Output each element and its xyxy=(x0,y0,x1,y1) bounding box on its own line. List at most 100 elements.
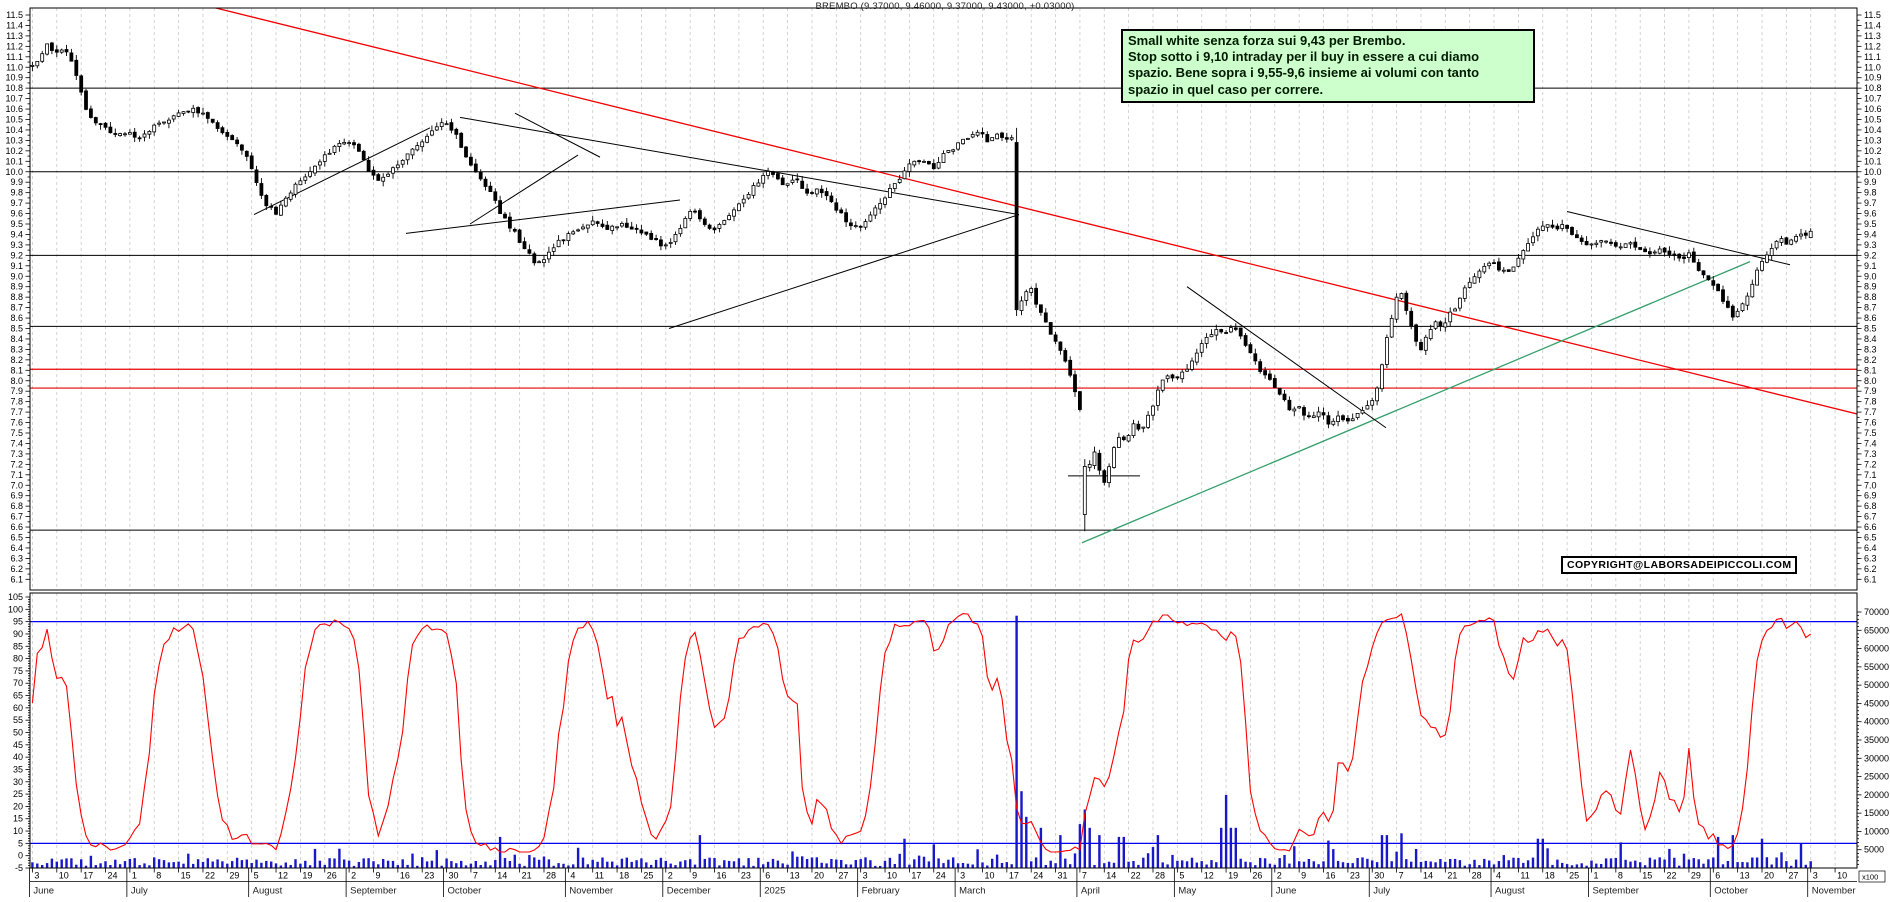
svg-text:8: 8 xyxy=(1618,871,1623,881)
svg-text:8.6: 8.6 xyxy=(10,313,23,323)
svg-text:9.1: 9.1 xyxy=(10,261,23,271)
svg-text:8.8: 8.8 xyxy=(10,292,23,302)
svg-text:6.7: 6.7 xyxy=(1864,512,1877,522)
svg-text:9.8: 9.8 xyxy=(1864,188,1877,198)
svg-text:40: 40 xyxy=(13,752,23,762)
svg-text:9.1: 9.1 xyxy=(1864,261,1877,271)
price-axis-left: 11.511.411.311.211.111.010.910.810.710.6… xyxy=(5,10,30,584)
svg-text:7.8: 7.8 xyxy=(1864,397,1877,407)
svg-text:10.3: 10.3 xyxy=(1864,135,1882,145)
svg-text:20000: 20000 xyxy=(1864,790,1889,800)
svg-text:6: 6 xyxy=(765,871,770,881)
svg-text:21: 21 xyxy=(1447,871,1457,881)
svg-text:22: 22 xyxy=(1131,871,1141,881)
svg-text:50000: 50000 xyxy=(1864,680,1889,690)
svg-text:90: 90 xyxy=(13,629,23,639)
svg-text:30000: 30000 xyxy=(1864,753,1889,763)
price-axis-right: 11.511.411.311.211.111.010.910.810.710.6… xyxy=(1857,10,1882,584)
svg-text:6.2: 6.2 xyxy=(1864,564,1877,574)
svg-text:1: 1 xyxy=(132,871,137,881)
svg-text:1: 1 xyxy=(1593,871,1598,881)
svg-text:9.5: 9.5 xyxy=(1864,219,1877,229)
svg-text:14: 14 xyxy=(1423,871,1433,881)
svg-text:10.8: 10.8 xyxy=(5,83,23,93)
svg-text:7.9: 7.9 xyxy=(1864,386,1877,396)
svg-text:9.4: 9.4 xyxy=(1864,229,1877,239)
svg-text:20: 20 xyxy=(13,801,23,811)
svg-text:11: 11 xyxy=(1520,871,1529,881)
svg-text:60: 60 xyxy=(13,703,23,713)
svg-text:10: 10 xyxy=(1837,871,1847,881)
svg-text:6.9: 6.9 xyxy=(10,491,23,501)
svg-text:6.6: 6.6 xyxy=(10,522,23,532)
weekly-gridlines xyxy=(32,8,1836,868)
svg-text:June: June xyxy=(33,886,54,897)
svg-text:8.0: 8.0 xyxy=(10,376,23,386)
svg-text:6.2: 6.2 xyxy=(10,564,23,574)
svg-text:11.0: 11.0 xyxy=(1864,62,1881,72)
svg-text:14: 14 xyxy=(497,871,507,881)
svg-text:8.1: 8.1 xyxy=(1864,365,1877,375)
svg-text:45: 45 xyxy=(13,740,23,750)
svg-text:8.7: 8.7 xyxy=(1864,303,1877,313)
svg-text:August: August xyxy=(1495,886,1525,897)
svg-text:25000: 25000 xyxy=(1864,772,1889,782)
svg-text:9.6: 9.6 xyxy=(10,209,23,219)
svg-text:11.4: 11.4 xyxy=(6,20,23,30)
svg-text:15000: 15000 xyxy=(1864,808,1889,818)
svg-text:7.0: 7.0 xyxy=(10,480,23,490)
svg-text:16: 16 xyxy=(717,871,727,881)
svg-text:7: 7 xyxy=(1082,871,1087,881)
svg-text:10.0: 10.0 xyxy=(5,167,23,177)
svg-text:2: 2 xyxy=(351,871,356,881)
svg-text:65000: 65000 xyxy=(1864,625,1889,635)
volume-layer xyxy=(31,615,1812,868)
svg-text:9.7: 9.7 xyxy=(1864,198,1877,208)
annotation-line: spazio. Bene sopra i 9,55-9,6 insieme ai… xyxy=(1128,65,1480,81)
svg-text:60000: 60000 xyxy=(1864,644,1889,654)
svg-text:95: 95 xyxy=(13,617,23,627)
svg-text:7.8: 7.8 xyxy=(10,397,23,407)
svg-text:80: 80 xyxy=(13,654,23,664)
svg-text:September: September xyxy=(1592,886,1638,897)
svg-text:October: October xyxy=(448,886,482,897)
svg-text:55: 55 xyxy=(13,715,23,725)
svg-text:28: 28 xyxy=(546,871,556,881)
svg-text:7.2: 7.2 xyxy=(10,459,23,469)
svg-text:8.5: 8.5 xyxy=(10,324,23,334)
svg-text:7: 7 xyxy=(473,871,478,881)
svg-text:25: 25 xyxy=(643,871,653,881)
svg-text:26: 26 xyxy=(327,871,337,881)
svg-text:2025: 2025 xyxy=(764,886,785,897)
svg-text:35: 35 xyxy=(13,764,23,774)
svg-text:7.4: 7.4 xyxy=(1864,438,1877,448)
svg-text:10.4: 10.4 xyxy=(1864,125,1882,135)
svg-text:10.9: 10.9 xyxy=(1864,73,1882,83)
svg-text:July: July xyxy=(1373,886,1390,897)
svg-text:11: 11 xyxy=(595,871,604,881)
svg-text:17: 17 xyxy=(1009,871,1019,881)
oscillator-layer xyxy=(30,612,1857,853)
svg-text:10000: 10000 xyxy=(1864,826,1889,836)
svg-text:35000: 35000 xyxy=(1864,735,1889,745)
svg-text:July: July xyxy=(131,886,148,897)
svg-text:6.1: 6.1 xyxy=(1864,574,1877,584)
svg-text:6.3: 6.3 xyxy=(1864,553,1877,563)
svg-text:13: 13 xyxy=(790,871,800,881)
svg-text:16: 16 xyxy=(400,871,410,881)
svg-text:August: August xyxy=(253,886,283,897)
svg-text:85: 85 xyxy=(13,641,23,651)
svg-text:September: September xyxy=(350,886,396,897)
svg-text:4: 4 xyxy=(570,871,575,881)
axes: 11.511.411.311.211.111.010.910.810.710.6… xyxy=(5,7,1889,883)
svg-text:22: 22 xyxy=(1667,871,1677,881)
svg-text:3: 3 xyxy=(960,871,965,881)
svg-text:23: 23 xyxy=(1350,871,1360,881)
svg-text:21: 21 xyxy=(522,871,532,881)
volume-unit-label: x100 xyxy=(1858,870,1886,883)
svg-text:March: March xyxy=(959,886,985,897)
svg-text:17: 17 xyxy=(911,871,921,881)
svg-text:17: 17 xyxy=(83,871,93,881)
